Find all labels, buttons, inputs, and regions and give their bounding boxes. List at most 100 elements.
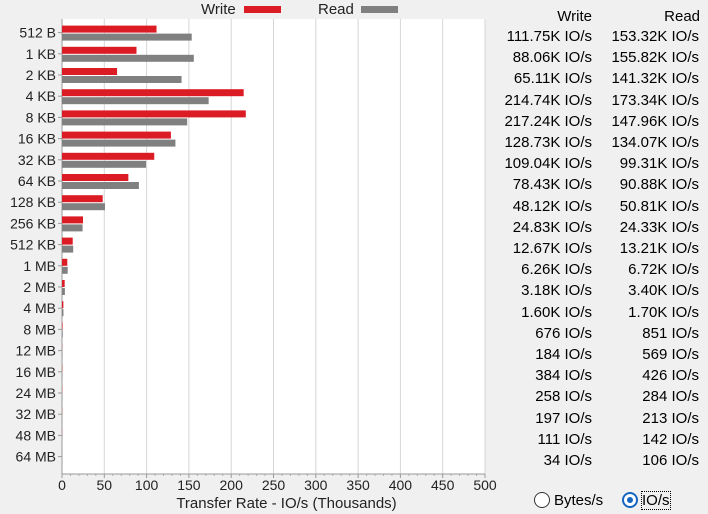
write-rate-value: 676 IO/s <box>535 324 592 342</box>
y-category-label: 8 KB <box>26 109 56 125</box>
write-rate-value: 48.12K IO/s <box>512 197 592 215</box>
read-rate-value: 213 IO/s <box>642 409 699 427</box>
write-bar <box>62 110 246 118</box>
write-bar <box>62 322 63 330</box>
read-column-header: Read <box>664 8 700 25</box>
bytes-per-second-option[interactable]: Bytes/s <box>534 490 603 510</box>
read-bar <box>62 245 74 253</box>
write-bar <box>62 46 137 54</box>
y-category-label: 2 KB <box>26 67 56 83</box>
x-tick-label: 450 <box>431 477 455 493</box>
read-bar <box>62 224 83 232</box>
x-tick-label: 500 <box>473 477 497 493</box>
y-category-label: 64 MB <box>16 449 56 465</box>
y-category-label: 64 KB <box>18 173 56 189</box>
bytes-radio-label[interactable]: Bytes/s <box>554 491 604 509</box>
ios-radio-button[interactable] <box>622 492 638 508</box>
y-category-label: 128 KB <box>10 194 56 210</box>
legend-write-label: Write <box>201 1 236 18</box>
x-tick-label: 150 <box>177 477 201 493</box>
y-category-label: 4 KB <box>26 88 56 104</box>
legend-read-label: Read <box>318 1 354 18</box>
x-tick-label: 350 <box>346 477 370 493</box>
write-rate-value: 111 IO/s <box>537 430 592 448</box>
write-rate-value: 24.83K IO/s <box>512 218 592 236</box>
read-bar <box>62 97 209 105</box>
write-bar <box>62 258 68 266</box>
read-rate-value: 142 IO/s <box>642 430 699 448</box>
y-category-label: 512 B <box>19 25 56 41</box>
write-rate-value: 109.04K IO/s <box>504 155 592 173</box>
read-bar <box>62 203 105 211</box>
read-rate-value: 106 IO/s <box>642 452 699 469</box>
write-rate-value: 3.18K IO/s <box>521 282 592 300</box>
read-bar <box>62 118 188 126</box>
y-category-label: 512 KB <box>10 237 56 253</box>
x-tick-label: 200 <box>220 477 244 493</box>
read-rate-value: 153.32K IO/s <box>611 28 699 45</box>
read-rate-value: 155.82K IO/s <box>611 49 699 67</box>
write-bar <box>62 216 84 224</box>
read-rate-value: 284 IO/s <box>642 388 699 406</box>
write-rate-value: 6.26K IO/s <box>521 261 592 279</box>
read-bar <box>62 139 176 147</box>
ios-radio-label[interactable]: IO/s <box>641 490 671 510</box>
x-tick-label: 250 <box>262 477 286 493</box>
write-rate-value: 214.74K IO/s <box>504 91 592 109</box>
read-rate-value: 99.31K IO/s <box>619 155 699 173</box>
y-category-label: 2 MB <box>23 279 56 295</box>
read-bar <box>62 309 64 317</box>
read-rate-value: 6.72K IO/s <box>628 261 699 279</box>
write-rate-value: 88.06K IO/s <box>512 49 592 67</box>
read-bar <box>62 266 68 274</box>
read-bar <box>62 330 63 338</box>
read-rate-value: 1.70K IO/s <box>628 303 699 321</box>
read-rate-value: 13.21K IO/s <box>619 240 699 257</box>
write-column-header: Write <box>557 8 592 25</box>
y-category-label: 48 MB <box>16 427 56 443</box>
write-bar <box>62 89 244 97</box>
read-bar <box>62 54 194 62</box>
y-category-label: 1 KB <box>26 46 56 62</box>
write-rate-value: 128.73K IO/s <box>504 134 592 151</box>
x-tick-label: 400 <box>389 477 413 493</box>
y-category-label: 16 KB <box>18 131 56 147</box>
write-bar <box>62 152 155 160</box>
write-rate-value: 184 IO/s <box>535 346 592 363</box>
read-bar <box>62 160 147 168</box>
read-rate-value: 24.33K IO/s <box>619 218 699 236</box>
read-rate-value: 426 IO/s <box>642 367 699 385</box>
read-rate-value: 3.40K IO/s <box>628 282 699 300</box>
read-bar <box>62 182 139 189</box>
y-category-label: 32 KB <box>18 152 56 168</box>
write-bar <box>62 68 118 75</box>
read-rate-value: 851 IO/s <box>642 324 699 342</box>
x-tick-label: 50 <box>97 477 113 493</box>
legend-read-swatch <box>361 6 398 13</box>
read-rate-value: 134.07K IO/s <box>611 134 699 151</box>
write-rate-value: 78.43K IO/s <box>512 176 592 194</box>
x-axis-title: Transfer Rate - IO/s (Thousands) <box>176 495 396 512</box>
x-tick-label: 300 <box>304 477 328 493</box>
write-bar <box>62 174 129 181</box>
y-category-label: 1 MB <box>23 258 56 274</box>
read-rate-value: 90.88K IO/s <box>619 176 699 194</box>
ios-per-second-option[interactable]: IO/s <box>622 490 671 510</box>
write-rate-value: 111.75K IO/s <box>506 28 592 45</box>
write-rate-value: 197 IO/s <box>535 409 592 427</box>
write-rate-value: 12.67K IO/s <box>512 240 592 257</box>
read-bar <box>62 33 192 41</box>
write-bar <box>62 131 171 139</box>
x-tick-label: 0 <box>58 477 66 493</box>
bytes-radio-button[interactable] <box>534 492 550 508</box>
read-rate-value: 147.96K IO/s <box>611 112 699 130</box>
write-rate-value: 384 IO/s <box>535 367 592 385</box>
read-rate-value: 173.34K IO/s <box>611 91 699 109</box>
read-bar <box>62 288 65 295</box>
x-tick-label: 100 <box>135 477 159 493</box>
write-rate-value: 34 IO/s <box>543 452 592 469</box>
write-rate-value: 217.24K IO/s <box>504 112 592 130</box>
y-category-label: 12 MB <box>16 343 56 359</box>
